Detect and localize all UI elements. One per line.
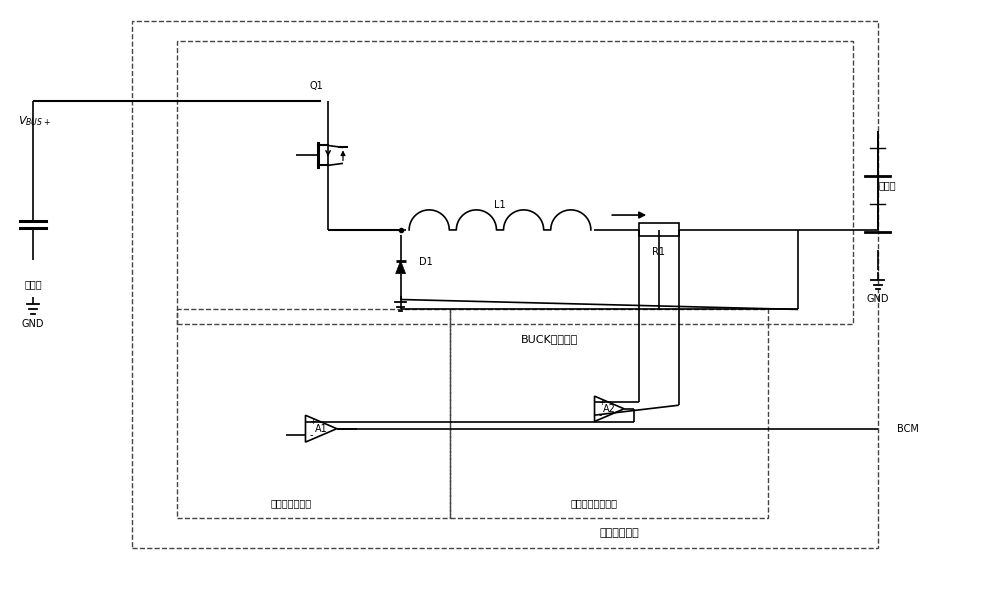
Text: D1: D1 (419, 257, 432, 267)
Text: 电流内环控制器: 电流内环控制器 (271, 498, 312, 508)
Text: R1: R1 (652, 247, 665, 257)
Text: Q1: Q1 (309, 81, 323, 91)
Bar (132, 21, 878, 548)
Text: 电容阵: 电容阵 (24, 280, 42, 289)
Text: 蓄电池: 蓄电池 (879, 180, 896, 190)
Text: -: - (599, 410, 602, 420)
Bar (177, 310, 450, 518)
Text: $V_{BUS+}$: $V_{BUS+}$ (18, 114, 51, 128)
Text: A2: A2 (603, 404, 616, 414)
Text: L1: L1 (494, 200, 506, 210)
Text: GND: GND (866, 295, 889, 304)
Text: A1: A1 (315, 423, 328, 434)
Polygon shape (396, 261, 406, 274)
Bar (450, 310, 768, 518)
Text: GND: GND (22, 319, 44, 329)
Text: 充电电流采样电路: 充电电流采样电路 (571, 498, 618, 508)
Text: 充电调节电路: 充电调节电路 (599, 528, 639, 538)
Text: BCM: BCM (897, 423, 919, 434)
Bar (639, 223, 679, 237)
Text: +: + (599, 398, 605, 407)
Text: -: - (309, 431, 313, 440)
Text: +: + (309, 418, 316, 426)
Text: BUCK拓扑电路: BUCK拓扑电路 (521, 334, 578, 344)
Bar (177, 41, 853, 324)
